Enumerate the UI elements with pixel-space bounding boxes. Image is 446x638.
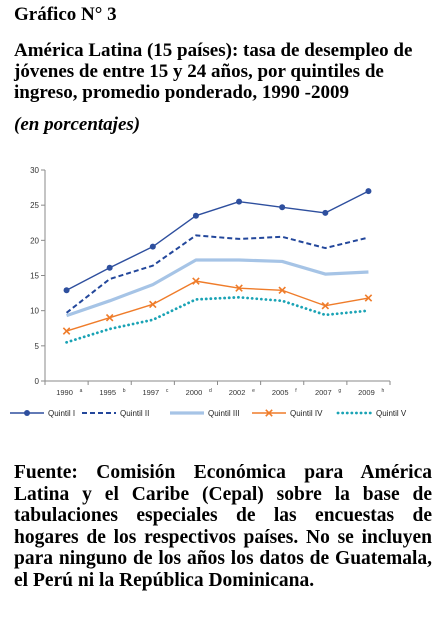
data-point — [279, 204, 286, 211]
axes — [44, 170, 390, 382]
legend-item: Quintil IV — [252, 409, 323, 418]
series-line — [66, 190, 369, 291]
data-point — [364, 294, 373, 302]
data-point-stroke — [105, 313, 114, 322]
data-point — [106, 264, 113, 271]
data-point — [321, 301, 330, 310]
legend-item: Quintil II — [82, 409, 149, 418]
x-tick-label: 2002 — [229, 388, 246, 397]
series-quintil-iv — [62, 277, 373, 335]
data-point — [322, 209, 329, 216]
series-lines — [62, 188, 373, 344]
data-point — [235, 284, 243, 292]
x-tick-label: 1997 — [142, 388, 159, 397]
data-point — [105, 313, 114, 322]
y-tick-label: 5 — [35, 342, 40, 351]
series-line — [66, 280, 369, 332]
line-chart: 0 5 10 15 20 25 30 1990 a 1995 b 1997 c 2000 d 2002 e 20… — [10, 166, 407, 418]
series-quintil-v — [65, 295, 370, 344]
data-point-stroke — [235, 284, 243, 292]
legend-label: Quintil I — [48, 409, 75, 418]
data-point — [265, 409, 273, 417]
series-line — [65, 295, 370, 344]
data-point — [236, 198, 243, 205]
x-tick-label: 2005 — [272, 388, 289, 397]
data-point-stroke — [321, 301, 330, 310]
x-ticks: 1990 a 1995 b 1997 c 2000 d 2002 e 2005 f 2007 g 2009 h — [44, 381, 391, 397]
series-quintil-ii — [65, 234, 369, 314]
y-tick-label: 25 — [30, 201, 39, 210]
data-point-stroke — [192, 277, 200, 285]
x-tick-label: 2007 — [315, 388, 332, 397]
data-point — [192, 277, 200, 285]
x-tick-label: 1995 — [99, 388, 116, 397]
data-point-stroke — [364, 294, 373, 302]
legend-label: Quintil V — [376, 409, 407, 418]
series-quintil-iii — [66, 258, 369, 318]
data-point-stroke — [149, 300, 157, 309]
x-tick-label: 1990 — [56, 388, 73, 397]
x-tick-superscript: g — [338, 388, 341, 394]
y-tick-label: 30 — [30, 166, 39, 175]
x-tick-superscript: d — [209, 388, 212, 394]
source-note: Fuente: Comisión Económica para América … — [14, 462, 432, 591]
figure-number: Gráfico N° 3 — [14, 4, 117, 25]
legend-item: Quintil V — [336, 409, 407, 418]
legend-item: Quintil III — [170, 409, 240, 418]
y-tick-label: 0 — [35, 377, 40, 386]
legend-item: Quintil I — [10, 409, 75, 418]
series-line — [65, 234, 369, 314]
x-tick-label: 2000 — [186, 388, 203, 397]
data-point — [149, 243, 156, 250]
series-quintil-i — [63, 188, 372, 294]
x-tick-label: 2009 — [358, 388, 375, 397]
data-point — [278, 286, 286, 295]
data-point — [62, 327, 71, 335]
chart-title: América Latina (15 países): tasa de dese… — [14, 40, 413, 103]
data-point-stroke — [62, 327, 71, 335]
data-point — [365, 188, 372, 195]
legend: Quintil I Quintil II Quintil III Quintil IV… — [10, 409, 407, 418]
data-point — [192, 212, 199, 219]
data-point — [24, 410, 30, 416]
x-tick-superscript: b — [123, 388, 126, 394]
x-tick-superscript: a — [80, 388, 83, 394]
x-tick-superscript: f — [295, 388, 297, 394]
legend-label: Quintil III — [208, 409, 240, 418]
x-tick-superscript: e — [252, 388, 255, 394]
legend-label: Quintil IV — [290, 409, 323, 418]
x-tick-superscript: c — [166, 388, 169, 394]
x-tick-superscript: h — [381, 388, 384, 394]
chart-subtitle: (en porcentajes) — [14, 114, 141, 135]
data-point — [149, 300, 157, 309]
y-tick-label: 10 — [30, 307, 39, 316]
legend-label: Quintil II — [120, 409, 149, 418]
y-ticks: 0 5 10 15 20 25 30 — [30, 166, 45, 386]
data-point-stroke — [265, 409, 273, 417]
y-tick-label: 20 — [30, 236, 39, 245]
data-point-stroke — [278, 286, 286, 295]
y-tick-label: 15 — [30, 272, 39, 281]
series-line — [66, 258, 369, 318]
data-point — [63, 287, 70, 294]
